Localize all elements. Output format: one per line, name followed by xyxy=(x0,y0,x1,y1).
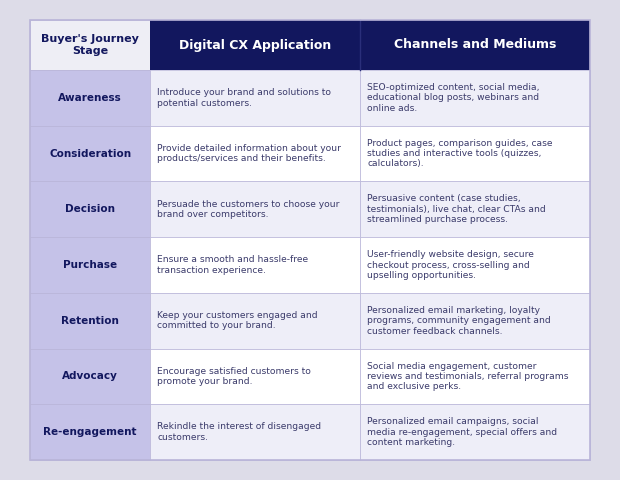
Text: Personalized email campaigns, social
media re-engagement, special offers and
con: Personalized email campaigns, social med… xyxy=(368,417,557,447)
Text: Awareness: Awareness xyxy=(58,93,122,103)
Bar xyxy=(360,293,590,348)
Text: Social media engagement, customer
reviews and testimonials, referral programs
an: Social media engagement, customer review… xyxy=(368,361,569,391)
Bar xyxy=(30,126,151,181)
Text: Introduce your brand and solutions to
potential customers.: Introduce your brand and solutions to po… xyxy=(157,88,332,108)
Text: Digital CX Application: Digital CX Application xyxy=(179,38,332,51)
Bar xyxy=(30,181,151,237)
Text: Ensure a smooth and hassle-free
transaction experience.: Ensure a smooth and hassle-free transact… xyxy=(157,255,309,275)
Text: Re-engagement: Re-engagement xyxy=(43,427,137,437)
Text: Encourage satisfied customers to
promote your brand.: Encourage satisfied customers to promote… xyxy=(157,367,311,386)
Bar xyxy=(151,70,360,126)
Bar xyxy=(151,20,590,70)
Bar xyxy=(360,126,590,181)
Bar xyxy=(30,348,151,404)
Text: Retention: Retention xyxy=(61,316,119,326)
Bar xyxy=(151,404,360,460)
Bar xyxy=(30,293,151,348)
Bar xyxy=(360,348,590,404)
Text: Advocacy: Advocacy xyxy=(62,372,118,382)
Text: Persuasive content (case studies,
testimonials), live chat, clear CTAs and
strea: Persuasive content (case studies, testim… xyxy=(368,194,546,224)
Bar xyxy=(151,348,360,404)
Bar xyxy=(360,237,590,293)
Bar xyxy=(151,293,360,348)
Bar xyxy=(151,126,360,181)
Bar xyxy=(151,181,360,237)
Text: User-friendly website design, secure
checkout process, cross-selling and
upselli: User-friendly website design, secure che… xyxy=(368,250,534,280)
Bar xyxy=(30,237,151,293)
Text: Purchase: Purchase xyxy=(63,260,117,270)
Text: Keep your customers engaged and
committed to your brand.: Keep your customers engaged and committe… xyxy=(157,311,318,330)
Text: Persuade the customers to choose your
brand over competitors.: Persuade the customers to choose your br… xyxy=(157,200,340,219)
Bar xyxy=(30,20,151,70)
Text: Decision: Decision xyxy=(65,204,115,214)
Bar xyxy=(30,70,151,126)
Text: Personalized email marketing, loyalty
programs, community engagement and
custome: Personalized email marketing, loyalty pr… xyxy=(368,306,551,336)
Bar xyxy=(360,70,590,126)
Text: SEO-optimized content, social media,
educational blog posts, webinars and
online: SEO-optimized content, social media, edu… xyxy=(368,83,540,113)
Bar xyxy=(360,181,590,237)
Text: Rekindle the interest of disengaged
customers.: Rekindle the interest of disengaged cust… xyxy=(157,422,322,442)
Text: Consideration: Consideration xyxy=(49,149,131,158)
Text: Provide detailed information about your
products/services and their benefits.: Provide detailed information about your … xyxy=(157,144,342,163)
Bar xyxy=(30,404,151,460)
Text: Channels and Mediums: Channels and Mediums xyxy=(394,38,556,51)
Bar xyxy=(360,404,590,460)
Bar xyxy=(151,237,360,293)
Text: Product pages, comparison guides, case
studies and interactive tools (quizzes,
c: Product pages, comparison guides, case s… xyxy=(368,139,553,168)
Text: Buyer's Journey
Stage: Buyer's Journey Stage xyxy=(42,34,139,56)
